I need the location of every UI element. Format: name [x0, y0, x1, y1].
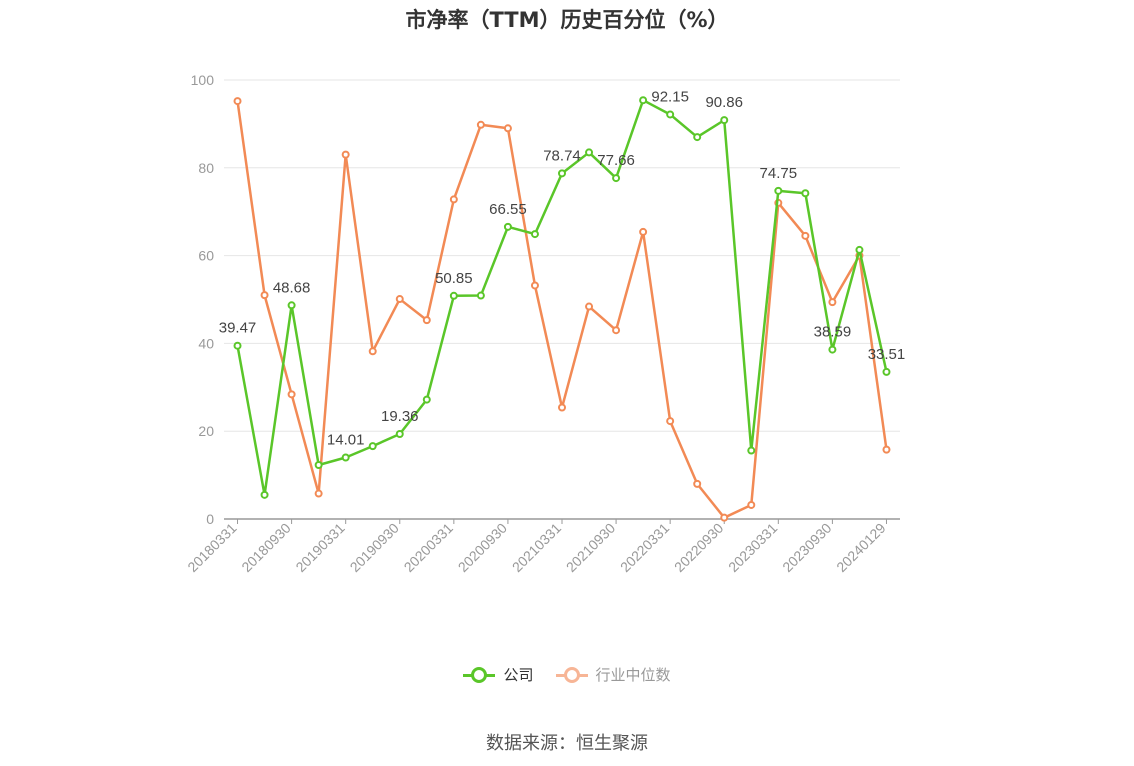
data-label: 50.85	[435, 270, 473, 287]
y-tick-label: 60	[198, 248, 214, 264]
chart-title: 市净率（TTM）历史百分位（%）	[405, 8, 729, 32]
data-label: 48.68	[273, 279, 311, 296]
data-label: 14.01	[327, 431, 365, 448]
data-point-company	[395, 430, 404, 439]
data-point-company	[260, 490, 269, 499]
data-label: 92.15	[651, 88, 689, 105]
data-point-company	[720, 116, 729, 125]
data-point-industry-median	[422, 316, 431, 325]
x-tick-label: 20200930	[455, 520, 511, 576]
data-point-company	[233, 341, 242, 350]
y-tick-label: 20	[198, 423, 214, 439]
x-tick-label: 20210331	[509, 520, 565, 576]
legend-item-industry-median[interactable]: 行业中位数	[555, 664, 671, 685]
data-label: 90.86	[705, 94, 743, 111]
data-point-industry-median	[747, 500, 756, 509]
data-label: 74.75	[760, 165, 798, 182]
data-label: 19.36	[381, 408, 419, 425]
data-point-industry-median	[558, 403, 566, 412]
data-point-company	[341, 453, 350, 462]
data-point-industry-median	[639, 227, 648, 236]
data-point-company	[476, 291, 485, 300]
legend-swatch-industry-median	[555, 665, 588, 685]
data-point-industry-median	[612, 326, 621, 335]
data-point-industry-median	[314, 489, 323, 498]
data-point-company	[558, 169, 566, 178]
data-point-company	[774, 186, 783, 195]
x-tick-label: 20220331	[617, 520, 673, 576]
x-tick-label: 20180331	[184, 520, 240, 576]
data-label: 38.59	[814, 324, 852, 341]
data-point-company	[612, 174, 621, 183]
data-label: 33.51	[868, 346, 906, 363]
data-point-industry-median	[503, 124, 512, 133]
data-point-company	[855, 245, 864, 254]
legend-item-company[interactable]: 公司	[463, 664, 534, 685]
x-tick-label: 20230331	[725, 520, 781, 576]
legend-label-industry-median: 行业中位数	[595, 666, 671, 684]
legend-swatch-company	[463, 665, 496, 685]
data-point-industry-median	[585, 302, 594, 311]
data-source-note: 数据来源：恒生聚源	[486, 733, 648, 754]
data-label: 66.55	[489, 201, 527, 218]
x-tick-label: 20230930	[779, 520, 835, 576]
data-label: 39.47	[219, 320, 257, 337]
data-point-company	[585, 148, 594, 157]
data-point-industry-median	[666, 417, 675, 426]
data-point-company	[287, 301, 296, 310]
data-point-company	[882, 367, 891, 376]
data-point-company	[801, 189, 810, 198]
data-label: 77.66	[597, 152, 635, 169]
data-point-company	[503, 222, 512, 231]
x-tick-label: 20220930	[671, 520, 727, 576]
x-tick-label: 20190331	[292, 520, 348, 576]
x-tick-label: 20190930	[347, 520, 403, 576]
x-tick-label: 20180930	[238, 520, 294, 576]
data-point-company	[530, 230, 539, 239]
data-point-industry-median	[368, 347, 377, 356]
y-tick-label: 40	[198, 335, 214, 351]
data-point-company	[828, 345, 837, 354]
data-point-industry-median	[341, 150, 350, 159]
data-point-industry-median	[233, 97, 242, 106]
data-point-industry-median	[693, 479, 702, 488]
data-point-company	[747, 446, 756, 455]
data-point-company	[639, 96, 648, 105]
data-label: 78.74	[543, 147, 581, 164]
data-point-industry-median	[395, 295, 404, 304]
chart-plot: 0 20 40 60 80 100 2018033120180930201903312019…	[184, 72, 906, 576]
data-point-industry-median	[449, 195, 458, 204]
data-point-company	[693, 133, 702, 142]
data-point-company	[422, 395, 431, 404]
data-point-industry-median	[476, 120, 485, 129]
data-point-company	[368, 442, 377, 451]
y-tick-label: 100	[191, 72, 215, 88]
y-tick-label: 0	[206, 511, 214, 527]
x-tick-label: 20210930	[563, 520, 619, 576]
chart-legend: 公司 行业中位数	[0, 664, 1134, 685]
data-point-company	[314, 461, 323, 470]
legend-label-company: 公司	[503, 666, 534, 684]
data-point-industry-median	[287, 390, 296, 399]
data-point-industry-median	[720, 513, 729, 522]
data-point-industry-median	[260, 291, 269, 300]
data-point-industry-median	[828, 298, 837, 307]
y-tick-label: 80	[198, 160, 214, 176]
data-point-industry-median	[801, 231, 810, 240]
x-tick-label: 20240129	[833, 520, 889, 576]
data-point-industry-median	[882, 445, 891, 454]
data-point-industry-median	[530, 281, 539, 290]
data-point-company	[666, 110, 675, 119]
x-tick-label: 20200331	[401, 520, 457, 576]
data-point-company	[449, 291, 458, 300]
